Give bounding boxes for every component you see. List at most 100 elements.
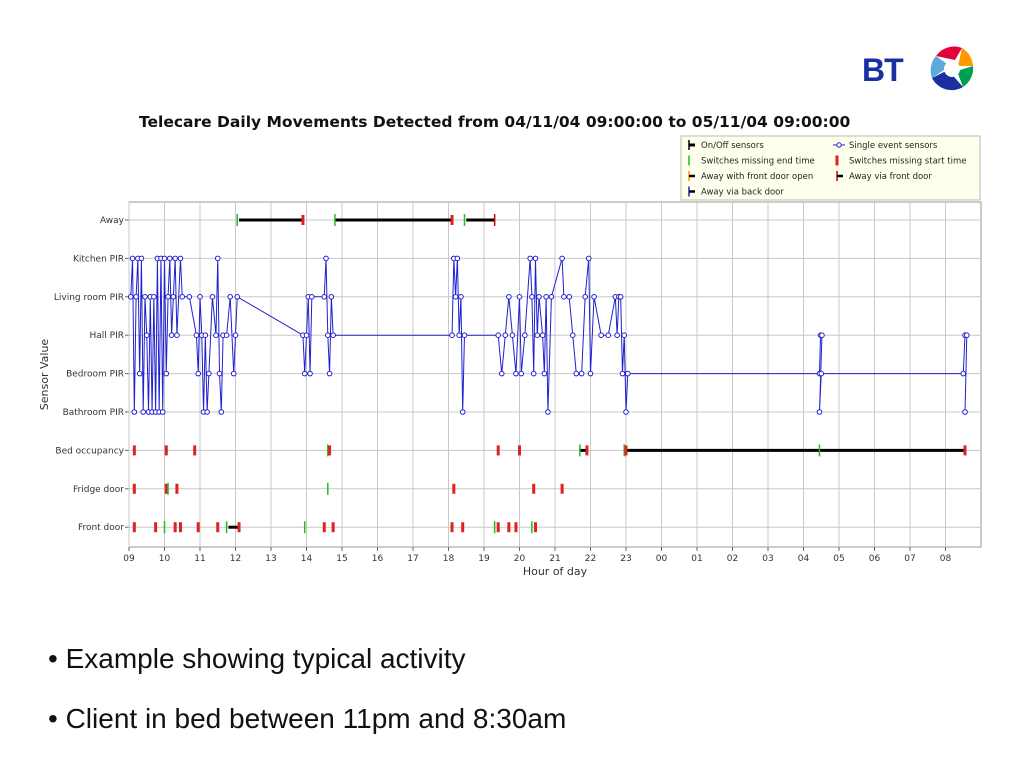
single-event-point [502, 332, 509, 339]
single-event-point [960, 370, 967, 377]
single-event-point [548, 294, 555, 300]
bullet-client-in-bed: • Client in bed between 11pm and 8:30am [48, 703, 567, 734]
missing-start-marker [560, 483, 564, 494]
single-event-point [819, 332, 825, 339]
single-event-point [138, 255, 145, 262]
single-event-point [964, 332, 970, 339]
missing-start-marker [450, 215, 454, 225]
missing-start-marker [237, 522, 241, 533]
x-tick-label: 01 [691, 554, 702, 564]
missing-start-marker [963, 445, 967, 456]
x-tick-label: 05 [833, 554, 844, 564]
chart-title: Telecare Daily Movements Detected from 0… [139, 113, 851, 131]
missing-start-marker [452, 483, 456, 494]
single-event-point [204, 409, 210, 415]
x-tick-label: 21 [549, 554, 560, 564]
missing-start-marker [461, 522, 465, 533]
single-event-point [159, 409, 166, 415]
single-event-point [177, 255, 184, 262]
single-event-point [195, 370, 202, 377]
single-event-point [214, 255, 221, 262]
single-event-point [328, 294, 335, 300]
x-tick-label: 06 [869, 554, 881, 564]
single-event-point [452, 294, 459, 300]
missing-start-marker [132, 522, 136, 533]
single-event-point [623, 409, 629, 415]
single-event-point [136, 370, 143, 377]
single-event-point [174, 332, 180, 339]
y-tick-label: Bed occupancy [55, 446, 124, 456]
single-event-point [307, 370, 313, 377]
x-tick-label: 20 [514, 554, 526, 564]
single-event-point [330, 332, 336, 339]
single-event-point [532, 255, 539, 262]
single-event-point [223, 332, 230, 339]
single-event-point [539, 332, 546, 339]
single-event-point [129, 255, 136, 262]
legend-label: Single event sensors [849, 141, 938, 151]
y-tick-label: Front door [78, 523, 124, 533]
legend-symbol-single [836, 142, 842, 148]
single-event-point [818, 370, 825, 377]
single-event-point [140, 409, 146, 415]
single-event-point [582, 294, 588, 300]
x-tick-label: 13 [265, 554, 276, 564]
missing-start-marker [154, 522, 158, 533]
single-event-point [461, 332, 468, 339]
missing-start-marker [164, 445, 168, 456]
missing-start-marker [322, 522, 326, 533]
single-event-point [545, 409, 551, 415]
x-tick-label: 10 [159, 554, 171, 564]
missing-start-marker [624, 445, 628, 456]
single-event-point [621, 332, 628, 339]
single-event-point [197, 294, 203, 300]
missing-start-marker [514, 522, 518, 533]
single-event-point [543, 294, 549, 300]
single-event-point [522, 332, 528, 339]
chart: Away Kitchen PIR Living room PIR Hall PIR Be… [38, 135, 982, 578]
single-event-point [624, 370, 631, 377]
x-tick-label: 17 [407, 554, 418, 564]
missing-start-marker [216, 522, 220, 533]
single-event-point [326, 370, 333, 377]
y-tick-label: Fridge door [73, 485, 124, 495]
missing-start-marker [178, 522, 182, 533]
single-event-point [516, 294, 523, 300]
single-event-point [513, 370, 519, 377]
missing-start-marker [496, 522, 500, 533]
legend-label: Switches missing start time [849, 157, 967, 167]
single-event-point [161, 255, 168, 262]
bullet-typical-activity: • Example showing typical activity [48, 643, 466, 674]
single-event-point [541, 370, 548, 377]
single-event-point [165, 294, 171, 300]
y-tick-label: Away [100, 216, 125, 226]
single-event-point [218, 409, 225, 415]
single-event-point [168, 332, 175, 339]
single-event-point [167, 255, 173, 262]
single-event-point [509, 332, 516, 339]
single-event-point [142, 294, 148, 300]
single-event-point [498, 370, 505, 377]
single-event-point [127, 294, 134, 300]
x-tick-label: 19 [478, 554, 490, 564]
x-tick-label: 11 [194, 554, 205, 564]
x-tick-label: 04 [798, 554, 810, 564]
single-event-point [209, 294, 216, 300]
y-axis-label: Sensor Value [38, 339, 51, 411]
single-event-point [325, 332, 331, 339]
single-event-point [587, 370, 594, 377]
single-event-point [202, 332, 209, 339]
single-event-point [534, 332, 541, 339]
single-event-point [458, 294, 464, 300]
single-event-point [506, 294, 512, 300]
single-event-point [527, 255, 533, 262]
bt-globe-icon [929, 46, 974, 91]
single-event-point [578, 370, 585, 377]
y-tick-label: Kitchen PIR [73, 254, 124, 264]
x-tick-label: 14 [301, 554, 313, 564]
single-event-point [234, 294, 241, 300]
legend-label: Away with front door open [701, 172, 813, 182]
missing-start-marker [450, 522, 454, 533]
single-event-point [962, 409, 968, 415]
single-event-point [323, 255, 329, 262]
